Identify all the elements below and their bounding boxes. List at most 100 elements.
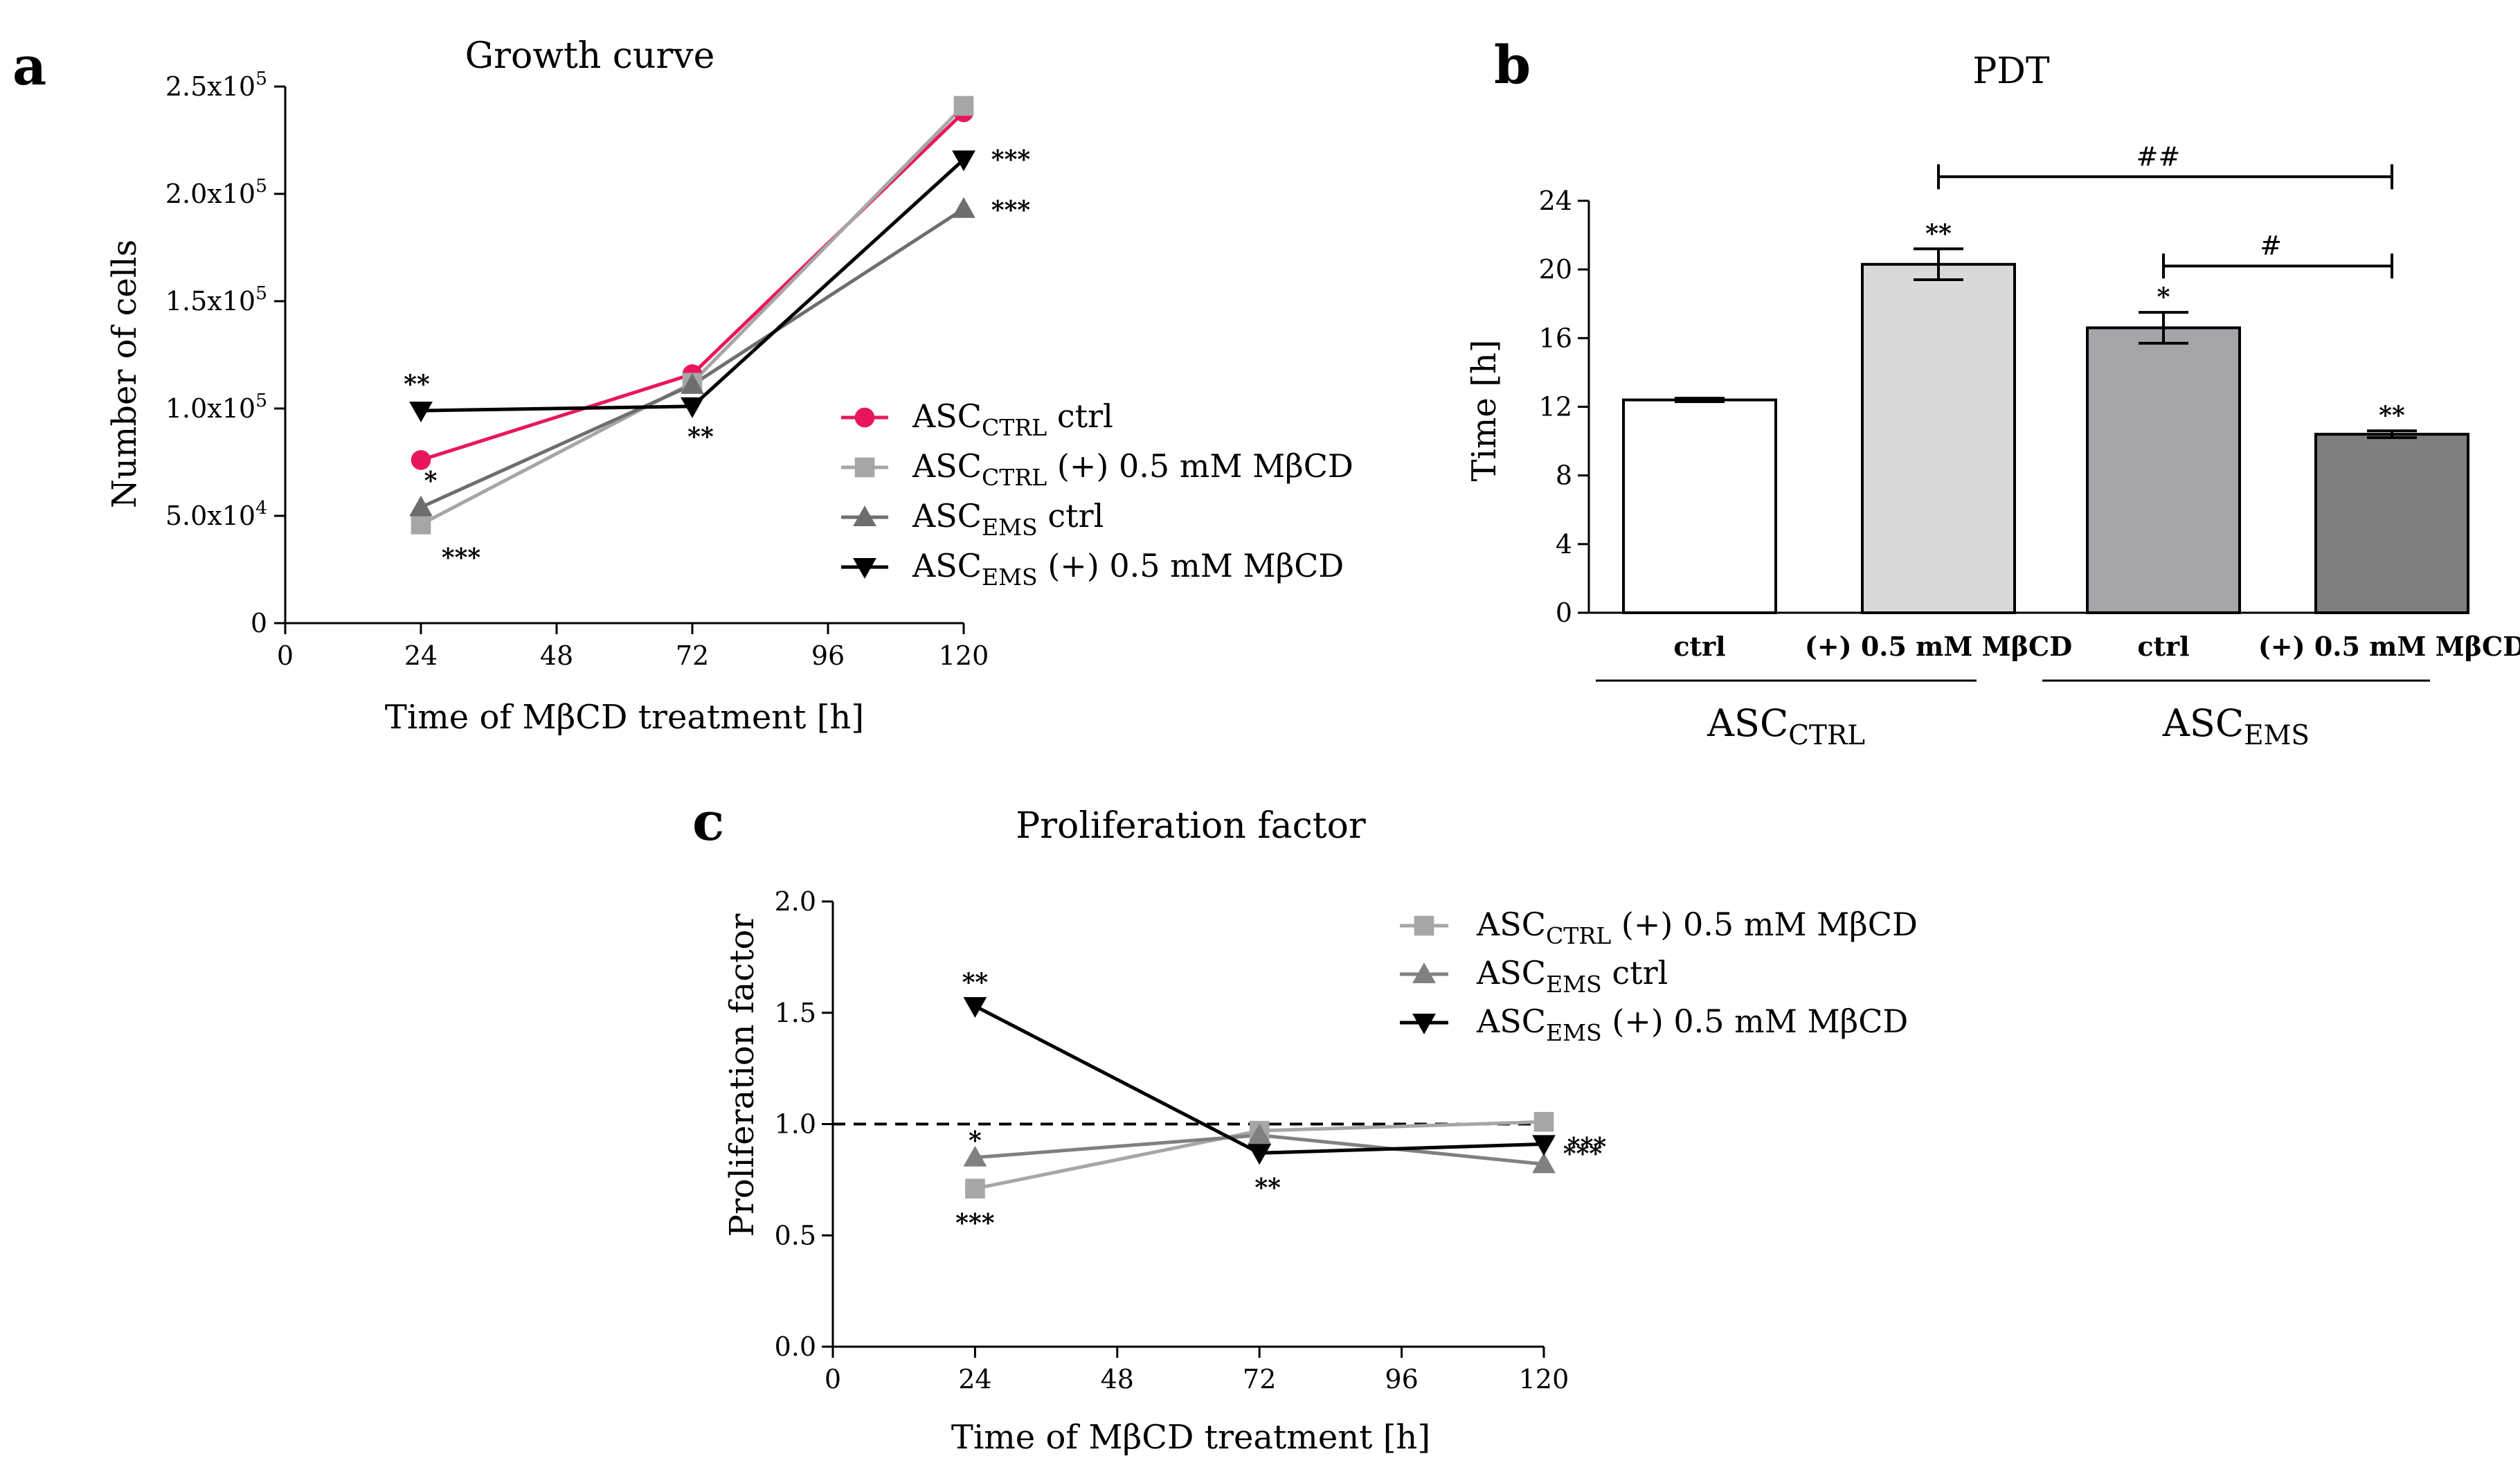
panel-b-letter: b [1494, 34, 1531, 96]
panel-b-bar [1861, 262, 2016, 614]
panel-c-xtick-label: 96 [1385, 1364, 1418, 1394]
panel-b-group-label: ASCEMS [2162, 701, 2310, 751]
panel-a-significance: *** [991, 145, 1031, 174]
panel-c-point [1532, 1135, 1556, 1156]
panel-c-ylabel: Proliferation factor [723, 914, 762, 1237]
panel-b-ylabel: Time [h] [1465, 340, 1504, 482]
panel-b-significance: ** [1925, 219, 1952, 248]
panel-c-ytick-label: 0.5 [775, 1220, 816, 1250]
panel-a-significance: *** [991, 196, 1031, 225]
panel-a-point [411, 514, 431, 535]
panel-a-legend-label: ASCEMS ctrl [912, 497, 1104, 541]
panel-c-xtick-label: 72 [1243, 1364, 1276, 1394]
panel-c-xtick-label: 48 [1101, 1364, 1134, 1394]
panel-b-significance: ** [2379, 401, 2405, 430]
panel-c-point [965, 1178, 985, 1199]
panel-a-legend-label: ASCCTRL ctrl [912, 397, 1113, 441]
panel-b-category-label: (+) 0.5 mM MβCD [1805, 631, 2072, 662]
panel-c-significance: *** [1567, 1132, 1607, 1161]
panel-c-legend-marker [1412, 1014, 1436, 1034]
panel-a-significance: ** [404, 370, 430, 399]
panel-a-xtick-label: 96 [811, 640, 845, 671]
panel-a-ytick-label: 0 [251, 608, 267, 638]
panel-a-letter: a [12, 35, 46, 97]
panel-c-ytick-label: 1.5 [775, 998, 816, 1028]
panel-c-point [1248, 1123, 1272, 1145]
panel-b-bar [2314, 433, 2469, 615]
panel-a-legend-label: ASCCTRL (+) 0.5 mM MβCD [912, 447, 1353, 491]
panel-b-category-label: ctrl [2137, 631, 2189, 662]
panel-a-significance: ** [687, 422, 714, 451]
panel-b: b PDT Time [h] 0 4 8 12 16 20 24 ctrl ** (+) 0.5… [1465, 34, 2520, 751]
panel-b-ytick-label: 24 [1539, 186, 1572, 216]
panel-a-legend-marker [853, 505, 876, 526]
panel-a-point [681, 397, 704, 418]
panel-a-legend-marker [853, 558, 876, 579]
panel-c-legend-marker [1414, 915, 1434, 936]
panel-c-ytick-label: 1.0 [775, 1109, 816, 1140]
panel-b-category-label: (+) 0.5 mM MβCD [2258, 631, 2520, 662]
panel-a-xlabel: Time of MβCD treatment [h] [385, 698, 864, 737]
panel-c-point [963, 997, 987, 1018]
panel-a-series-line [420, 207, 965, 509]
panel-a-legend-label: ASCEMS (+) 0.5 mM MβCD [912, 547, 1344, 591]
panel-b-ytick-label: 8 [1556, 460, 1572, 491]
panel-b-group-label: ASCCTRL [1707, 701, 1865, 751]
panel-a-point [952, 197, 975, 218]
panel-a-series-line [420, 105, 965, 526]
panel-b-ytick-label: 12 [1539, 392, 1572, 422]
panel-b-bracket-label: ## [2136, 141, 2181, 172]
panel-b-category-label: ctrl [1673, 631, 1725, 662]
panel-a-significance: * [424, 467, 438, 496]
panel-a-point [953, 96, 974, 116]
panel-a-ylabel: Number of cells [105, 240, 144, 508]
panel-a-legend-marker [854, 457, 875, 478]
panel-a-point [409, 402, 433, 422]
panel-a-ytick-label: 2.5x105 [165, 68, 267, 102]
panel-c-legend-label: ASCCTRL (+) 0.5 mM MβCD [1476, 906, 1918, 949]
panel-c-point [1533, 1111, 1554, 1132]
panel-a-ytick-label: 5.0x104 [165, 497, 267, 531]
panel-b-ytick-label: 20 [1539, 254, 1572, 285]
panel-a-legend-marker [854, 407, 875, 428]
panel-a-point [952, 150, 975, 172]
panel-a-ytick-label: 1.0x105 [165, 390, 267, 424]
panel-b-ytick-label: 16 [1539, 323, 1572, 353]
panel-c-legend-label: ASCEMS ctrl [1476, 954, 1668, 998]
panel-a-point [409, 495, 433, 517]
panel-c-xtick-label: 0 [825, 1364, 841, 1394]
panel-c-xlabel: Time of MβCD treatment [h] [951, 1418, 1430, 1457]
panel-c-title: Proliferation factor [1016, 805, 1366, 847]
panel-b-bracket-label: # [2260, 231, 2282, 261]
panel-a-xtick-label: 48 [540, 640, 573, 671]
panel-c-significance: ** [962, 968, 989, 997]
panel-c-ytick-label: 2.0 [775, 886, 816, 917]
panel-a-point [411, 450, 431, 470]
panel-c-legend-label: ASCEMS (+) 0.5 mM MβCD [1476, 1003, 1908, 1046]
panel-a-ytick-label: 1.5x105 [165, 282, 267, 316]
panel-c-significance: * [969, 1127, 982, 1156]
panel-a-xtick-label: 72 [676, 640, 709, 671]
panel-a-xtick-label: 120 [939, 640, 989, 671]
panel-c-xtick-label: 120 [1519, 1364, 1569, 1394]
panel-b-bar [1622, 398, 1777, 614]
panel-a: a Growth curve Time of MβCD treatment [h… [12, 35, 1353, 737]
panel-a-ytick-label: 2.0x105 [165, 175, 267, 209]
panel-c: c Proliferation factor Time of MβCD trea… [692, 791, 1918, 1457]
panel-b-ytick-label: 0 [1556, 598, 1572, 628]
panel-b-significance: * [2157, 282, 2170, 312]
panel-c-significance: *** [1563, 1139, 1603, 1168]
panel-b-title: PDT [1972, 51, 2050, 92]
panel-c-significance: *** [955, 1209, 995, 1238]
panel-b-bar [2086, 326, 2241, 614]
panel-a-title: Growth curve [465, 35, 715, 77]
panel-c-legend-marker [1412, 962, 1436, 983]
panel-b-ytick-label: 4 [1556, 529, 1572, 559]
panel-a-significance: *** [442, 543, 481, 572]
panel-c-significance: ** [1254, 1173, 1281, 1202]
panel-c-xtick-label: 24 [958, 1364, 991, 1394]
panel-c-point [1532, 1152, 1556, 1174]
panel-c-point [963, 1145, 987, 1167]
panel-c-ytick-label: 0.0 [775, 1331, 816, 1362]
